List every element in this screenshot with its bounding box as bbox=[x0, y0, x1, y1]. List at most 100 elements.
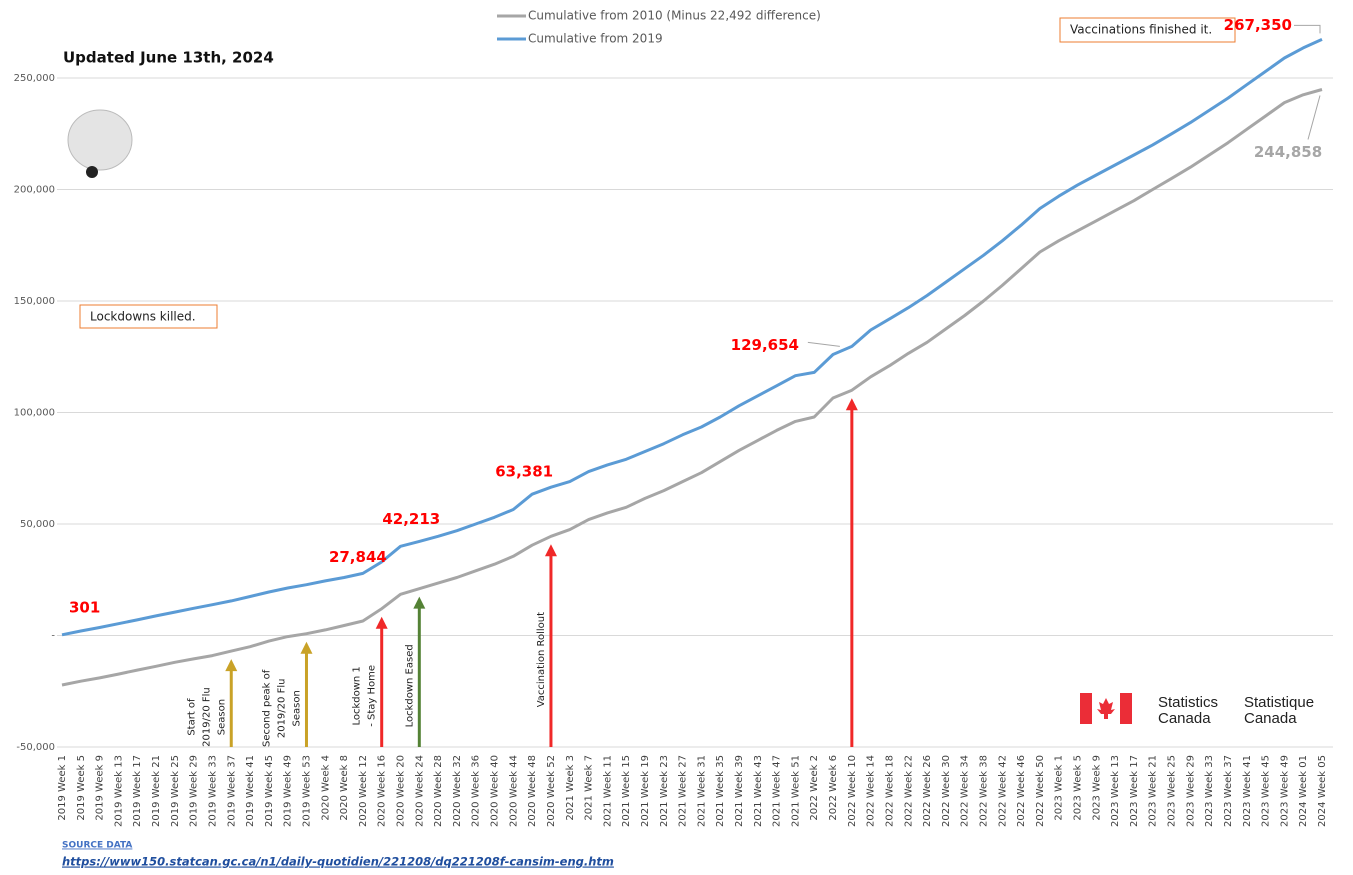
legend-label: Cumulative from 2019 bbox=[528, 32, 663, 46]
x-tick-label: 2020 Week 48 bbox=[527, 755, 538, 827]
x-tick-label: 2020 Week 40 bbox=[490, 755, 501, 827]
event-label: Vaccination Rollout bbox=[536, 612, 547, 707]
x-tick-label: 2020 Week 12 bbox=[358, 755, 369, 827]
x-tick-label: 2022 Week 50 bbox=[1035, 755, 1046, 827]
x-tick-label: 2020 Week 32 bbox=[452, 755, 463, 827]
event-label: Second peak of bbox=[261, 669, 272, 747]
x-tick-label: 2022 Week 6 bbox=[828, 755, 839, 821]
data-label: 244,858 bbox=[1254, 143, 1322, 161]
x-tick-label: 2021 Week 39 bbox=[734, 755, 745, 827]
x-tick-label: 2021 Week 51 bbox=[790, 755, 801, 827]
x-tick-label: 2023 Week 49 bbox=[1279, 755, 1290, 827]
x-tick-label: 2020 Week 52 bbox=[546, 755, 557, 827]
data-label: 267,350 bbox=[1224, 16, 1292, 34]
event-label: Lockdown 1 bbox=[352, 666, 363, 725]
x-tick-label: 2021 Week 3 bbox=[565, 755, 576, 821]
chart: Updated June 13th, 2024 Statistics Canad… bbox=[0, 0, 1353, 871]
data-label: 27,844 bbox=[329, 548, 387, 566]
x-tick-label: 2022 Week 38 bbox=[978, 755, 989, 827]
x-tick-label: 2020 Week 24 bbox=[414, 755, 425, 827]
x-tick-label: 2023 Week 17 bbox=[1129, 755, 1140, 827]
event-label: Season bbox=[291, 690, 302, 726]
x-tick-label: 2021 Week 35 bbox=[715, 755, 726, 827]
x-tick-label: 2023 Week 33 bbox=[1204, 755, 1215, 827]
x-tick-label: 2020 Week 28 bbox=[433, 755, 444, 827]
x-tick-label: 2021 Week 15 bbox=[621, 755, 632, 827]
x-tick-label: 2023 Week 21 bbox=[1148, 755, 1159, 827]
data-label: 63,381 bbox=[495, 463, 553, 481]
x-tick-label: 2023 Week 41 bbox=[1242, 755, 1253, 827]
x-tick-label: 2023 Week 25 bbox=[1167, 755, 1178, 827]
x-tick-label: 2022 Week 46 bbox=[1016, 755, 1027, 827]
x-tick-label: 2023 Week 13 bbox=[1110, 755, 1121, 827]
chart-subtitle: Updated June 13th, 2024 bbox=[63, 49, 274, 67]
x-tick-label: 2019 Week 37 bbox=[226, 755, 237, 827]
x-tick-label: 2020 Week 44 bbox=[508, 755, 519, 827]
x-tick-label: 2019 Week 25 bbox=[170, 755, 181, 827]
y-tick-label: 250,000 bbox=[14, 73, 55, 84]
event-label: Lockdown Eased bbox=[404, 644, 415, 727]
x-tick-label: 2023 Week 9 bbox=[1091, 755, 1102, 821]
x-tick-label: 2019 Week 5 bbox=[76, 755, 87, 821]
event-label: 2019/20 Flu bbox=[201, 687, 212, 747]
x-tick-label: 2019 Week 53 bbox=[301, 755, 312, 827]
x-tick-label: 2021 Week 27 bbox=[678, 755, 689, 827]
x-tick-label: 2019 Week 17 bbox=[132, 755, 143, 827]
source-heading[interactable]: SOURCE DATA bbox=[62, 841, 132, 851]
x-tick-label: 2019 Week 21 bbox=[151, 755, 162, 827]
logo-text: Statistics bbox=[1158, 694, 1218, 711]
x-tick-label: 2023 Week 29 bbox=[1185, 755, 1196, 827]
x-tick-label: 2019 Week 49 bbox=[283, 755, 294, 827]
x-tick-label: 2021 Week 47 bbox=[772, 755, 783, 827]
x-tick-label: 2019 Week 13 bbox=[113, 755, 124, 827]
x-tick-label: 2022 Week 30 bbox=[941, 755, 952, 827]
x-tick-label: 2021 Week 7 bbox=[584, 755, 595, 821]
y-tick-label: 50,000 bbox=[20, 519, 55, 530]
event-label: Start of bbox=[186, 698, 197, 736]
x-tick-label: 2020 Week 20 bbox=[396, 755, 407, 827]
x-tick-label: 2019 Week 33 bbox=[207, 755, 218, 827]
event-label: Season bbox=[216, 699, 227, 735]
x-tick-label: 2021 Week 43 bbox=[753, 755, 764, 827]
x-tick-label: 2023 Week 5 bbox=[1073, 755, 1084, 821]
y-tick-label: 100,000 bbox=[14, 408, 55, 419]
x-tick-label: 2019 Week 1 bbox=[57, 755, 68, 821]
x-tick-label: 2020 Week 8 bbox=[339, 755, 350, 821]
x-tick-label: 2023 Week 37 bbox=[1223, 755, 1234, 827]
x-tick-label: 2019 Week 41 bbox=[245, 755, 256, 827]
x-tick-label: 2020 Week 16 bbox=[377, 755, 388, 827]
x-tick-label: 2020 Week 36 bbox=[471, 755, 482, 827]
x-tick-label: 2021 Week 23 bbox=[659, 755, 670, 827]
y-tick-label: - bbox=[51, 631, 55, 642]
x-tick-label: 2020 Week 4 bbox=[320, 755, 331, 821]
data-label: 42,213 bbox=[382, 510, 440, 528]
x-tick-label: 2022 Week 22 bbox=[903, 755, 914, 827]
event-label: - Stay Home bbox=[367, 665, 378, 727]
y-tick-label: 200,000 bbox=[14, 185, 55, 196]
logo-text: Statistique bbox=[1244, 694, 1314, 711]
x-tick-label: 2021 Week 11 bbox=[602, 755, 613, 827]
source-url[interactable]: https://www150.statcan.gc.ca/n1/daily-qu… bbox=[62, 855, 614, 869]
x-tick-label: 2022 Week 18 bbox=[884, 755, 895, 827]
x-tick-label: 2019 Week 45 bbox=[264, 755, 275, 827]
x-tick-label: 2022 Week 2 bbox=[809, 755, 820, 821]
x-tick-label: 2021 Week 31 bbox=[696, 755, 707, 827]
x-tick-label: 2019 Week 9 bbox=[95, 755, 106, 821]
x-tick-label: 2024 Week 01 bbox=[1298, 755, 1309, 827]
event-label: 2019/20 Flu bbox=[276, 679, 287, 739]
data-label: 129,654 bbox=[731, 336, 799, 354]
x-tick-label: 2023 Week 1 bbox=[1054, 755, 1065, 821]
x-tick-label: 2019 Week 29 bbox=[189, 755, 200, 827]
x-tick-label: 2022 Week 42 bbox=[997, 755, 1008, 827]
x-tick-label: 2022 Week 14 bbox=[866, 755, 877, 827]
data-label: 301 bbox=[69, 598, 100, 616]
x-tick-label: 2022 Week 26 bbox=[922, 755, 933, 827]
note: Lockdowns killed. bbox=[90, 310, 196, 324]
y-tick-label: -50,000 bbox=[16, 742, 55, 753]
logo-text: Canada bbox=[1158, 710, 1211, 727]
x-tick-label: 2022 Week 10 bbox=[847, 755, 858, 827]
x-tick-label: 2024 Week 05 bbox=[1317, 755, 1328, 827]
note: Vaccinations finished it. bbox=[1070, 23, 1212, 37]
x-tick-label: 2021 Week 19 bbox=[640, 755, 651, 827]
y-tick-label: 150,000 bbox=[14, 296, 55, 307]
